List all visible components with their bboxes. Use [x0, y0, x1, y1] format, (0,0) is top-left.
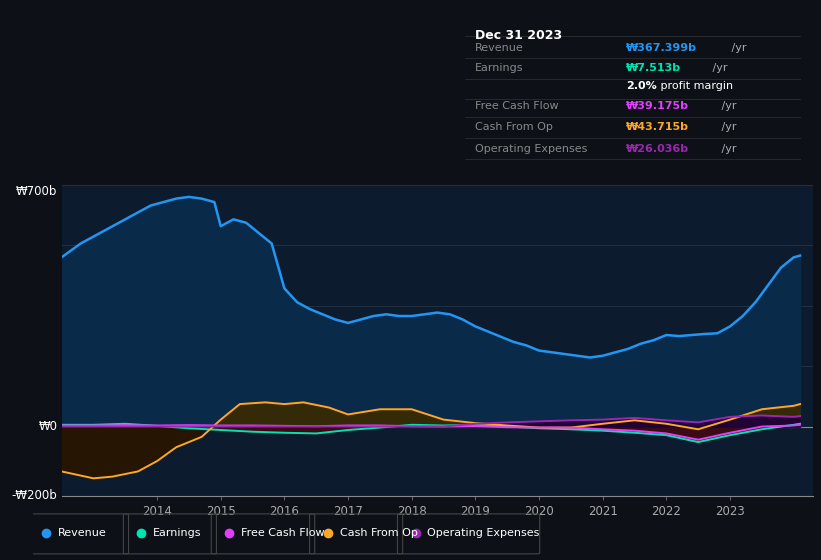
Text: Cash From Op: Cash From Op [475, 123, 553, 133]
Text: Operating Expenses: Operating Expenses [428, 529, 540, 538]
Text: Cash From Op: Cash From Op [340, 529, 417, 538]
Text: ₩0: ₩0 [39, 420, 57, 433]
Text: Earnings: Earnings [154, 529, 202, 538]
Text: ₩43.715b: ₩43.715b [626, 123, 690, 133]
Text: /yr: /yr [718, 144, 736, 154]
Text: ₩7.513b: ₩7.513b [626, 63, 681, 73]
Text: ₩367.399b: ₩367.399b [626, 44, 697, 53]
Text: Free Cash Flow: Free Cash Flow [241, 529, 325, 538]
Text: -₩200b: -₩200b [11, 489, 57, 502]
Text: Revenue: Revenue [475, 44, 524, 53]
Text: ₩26.036b: ₩26.036b [626, 144, 690, 154]
Text: Earnings: Earnings [475, 63, 524, 73]
Text: ₩39.175b: ₩39.175b [626, 101, 690, 111]
Text: ₩700b: ₩700b [16, 185, 57, 198]
Text: profit margin: profit margin [657, 81, 732, 91]
Text: /yr: /yr [727, 44, 746, 53]
Text: Dec 31 2023: Dec 31 2023 [475, 29, 562, 41]
Text: Free Cash Flow: Free Cash Flow [475, 101, 559, 111]
Text: Operating Expenses: Operating Expenses [475, 144, 588, 154]
Text: 2.0%: 2.0% [626, 81, 657, 91]
Text: /yr: /yr [718, 123, 736, 133]
Text: Revenue: Revenue [57, 529, 107, 538]
Text: /yr: /yr [718, 101, 736, 111]
Text: /yr: /yr [709, 63, 727, 73]
